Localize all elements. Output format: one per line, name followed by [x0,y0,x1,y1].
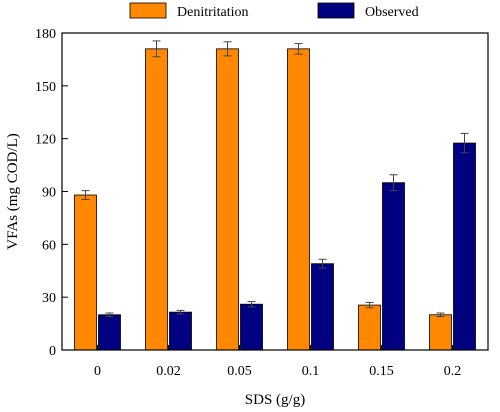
error-bar-denitritation-0.15 [365,301,374,309]
y-tick-label: 90 [42,186,56,201]
y-tick-label: 180 [35,27,56,42]
y-axis: 0 30 60 90 120 150 180 [35,27,68,359]
y-tick-label: 150 [35,80,56,95]
bar-observed-0.02 [169,311,192,351]
legend-swatch [129,2,167,19]
error-bar-denitritation-0.2 [436,312,445,318]
error-bar-observed-0.1 [318,258,327,269]
legend-swatch [317,2,355,19]
error-bar-observed-0.05 [247,301,256,308]
y-tick-label: 30 [42,291,56,306]
legend-item-observed: Observed [317,2,419,20]
plot-frame [61,32,489,351]
error-bar-observed-0.2 [460,132,469,154]
y-tick-label: 60 [42,238,56,253]
bar-observed-0.05 [240,303,263,351]
legend: Denitritation Observed [129,2,419,20]
error-bar-observed-0.15 [389,174,398,192]
x-tick-label: 0.2 [444,364,462,379]
bar-observed-0.2 [453,142,476,351]
x-tick-label: 0.15 [369,364,394,379]
x-tick-label: 0.1 [302,364,320,379]
error-bar-denitritation-0 [81,190,90,200]
bar-denitritation-0.2 [429,314,452,351]
bar-observed-0.15 [382,182,405,351]
legend-label: Denitritation [177,5,249,20]
error-bar-denitritation-0.02 [152,40,161,58]
legend-item-denitritation: Denitritation [129,2,249,20]
bars [74,40,476,351]
x-axis: 0 0.02 0.05 0.1 0.15 0.2 [94,345,461,379]
bar-observed-0.1 [311,263,334,351]
x-axis-label: SDS (g/g) [245,392,305,408]
error-bar-observed-0 [105,312,114,318]
y-tick-label: 0 [49,344,56,359]
x-tick-label: 0.05 [227,364,252,379]
y-axis-label: VFAs (mg COD/L) [5,133,21,249]
y-tick-label: 120 [35,133,56,148]
bar-denitritation-0.15 [358,304,381,351]
error-bar-denitritation-0.1 [294,43,303,55]
bar-denitritation-0.05 [216,48,239,351]
error-bar-observed-0.02 [176,309,185,315]
legend-label: Observed [365,5,419,20]
bar-denitritation-0 [74,194,97,351]
bar-denitritation-0.02 [145,48,168,351]
x-tick-label: 0.02 [156,364,181,379]
bar-denitritation-0.1 [287,48,310,351]
error-bar-denitritation-0.05 [223,41,232,57]
x-tick-label: 0 [94,364,101,379]
bar-observed-0 [98,314,121,351]
